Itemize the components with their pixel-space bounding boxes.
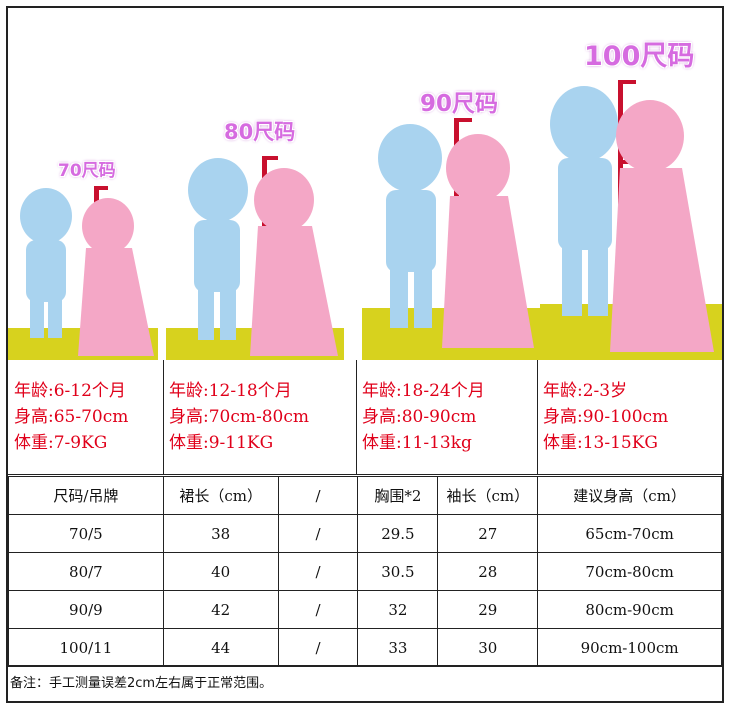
table-cell: 33 xyxy=(357,628,439,667)
measurement-note: 备注：手工测量误差2cm左右属于正常范围。 xyxy=(10,676,273,691)
table-row: 80/7 40 / 30.5 28 70cm-80cm xyxy=(8,552,722,591)
table-cell: 100/11 xyxy=(8,628,164,667)
age-text: 年龄:6-12个月 xyxy=(14,381,126,401)
table-cell: 70/5 xyxy=(8,514,164,553)
girl-silhouette xyxy=(442,134,534,348)
info-cell-70: 年龄:6-12个月 身高:65-70cm 体重:7-9KG xyxy=(8,360,163,474)
table-row: 90/9 42 / 32 29 80cm-90cm xyxy=(8,590,722,629)
age-text: 年龄:18-24个月 xyxy=(362,381,485,401)
size-label-80: 80尺码 xyxy=(224,120,296,144)
height-text: 身高:80-90cm xyxy=(362,407,477,427)
header-size-tag: 尺码/吊牌 xyxy=(8,476,164,515)
header-slash: / xyxy=(277,476,359,515)
table-cell: 30.5 xyxy=(357,552,439,591)
boy-silhouette xyxy=(550,86,618,316)
table-cell: 38 xyxy=(162,514,279,553)
weight-text: 体重:11-13kg xyxy=(362,433,472,453)
size-label-90: 90尺码 xyxy=(420,91,499,117)
table-cell: 42 xyxy=(162,590,279,629)
info-divider xyxy=(537,360,538,474)
table-row: 100/11 44 / 33 30 90cm-100cm xyxy=(8,628,722,667)
weight-text: 体重:7-9KG xyxy=(14,433,108,453)
table-cell: 30 xyxy=(437,628,539,667)
height-text: 身高:65-70cm xyxy=(14,407,129,427)
boy-silhouette xyxy=(20,188,72,338)
boy-silhouette xyxy=(188,158,248,340)
table-cell: 29.5 xyxy=(357,514,439,553)
illustration-strip: 70尺码 80尺码 xyxy=(8,8,722,360)
header-skirt-length: 裙长（cm） xyxy=(162,476,279,515)
age-height-weight-row: 年龄:6-12个月 身高:65-70cm 体重:7-9KG 年龄:12-18个月… xyxy=(8,360,722,474)
weight-text: 体重:9-11KG xyxy=(169,433,274,453)
age-text: 年龄:12-18个月 xyxy=(169,381,292,401)
panel-90-illustration: 90尺码 xyxy=(362,8,540,360)
table-cell: 40 xyxy=(162,552,279,591)
weight-text: 体重:13-15KG xyxy=(543,433,659,453)
age-text: 年龄:2-3岁 xyxy=(543,381,628,401)
table-cell: / xyxy=(277,590,359,629)
header-chest: 胸围*2 xyxy=(357,476,439,515)
panel-70-illustration: 70尺码 xyxy=(8,8,158,360)
table-cell: 80cm-90cm xyxy=(537,590,722,629)
table-cell: 90/9 xyxy=(8,590,164,629)
boy-silhouette xyxy=(378,124,442,328)
table-header-row: 尺码/吊牌 裙长（cm） / 胸围*2 袖长（cm） 建议身高（cm） xyxy=(8,476,722,515)
table-row: 70/5 38 / 29.5 27 65cm-70cm xyxy=(8,514,722,553)
header-sleeve-length: 袖长（cm） xyxy=(437,476,539,515)
girl-silhouette xyxy=(610,100,714,352)
table-cell: 90cm-100cm xyxy=(537,628,722,667)
size-chart-frame xyxy=(6,6,724,703)
table-cell: 80/7 xyxy=(8,552,164,591)
table-cell: 70cm-80cm xyxy=(537,552,722,591)
height-text: 身高:70cm-80cm xyxy=(169,407,310,427)
table-cell: 32 xyxy=(357,590,439,629)
panel-80-illustration: 80尺码 xyxy=(166,8,344,360)
table-cell: 44 xyxy=(162,628,279,667)
table-cell: 65cm-70cm xyxy=(537,514,722,553)
info-cell-100: 年龄:2-3岁 身高:90-100cm 体重:13-15KG xyxy=(537,360,722,474)
note-divider xyxy=(8,665,722,666)
table-cell: / xyxy=(277,628,359,667)
girl-silhouette xyxy=(250,168,338,356)
size-table: 尺码/吊牌 裙长（cm） / 胸围*2 袖长（cm） 建议身高（cm） 70/5… xyxy=(8,476,722,667)
panel-100-illustration: 100尺码 xyxy=(540,8,722,360)
info-divider xyxy=(356,360,357,474)
info-cell-80: 年龄:12-18个月 身高:70cm-80cm 体重:9-11KG xyxy=(163,360,356,474)
info-divider xyxy=(163,360,164,474)
table-cell: 28 xyxy=(437,552,539,591)
table-cell: 29 xyxy=(437,590,539,629)
size-label-100: 100尺码 xyxy=(584,41,695,72)
info-cell-90: 年龄:18-24个月 身高:80-90cm 体重:11-13kg xyxy=(356,360,537,474)
table-cell: 27 xyxy=(437,514,539,553)
table-cell: / xyxy=(277,552,359,591)
girl-silhouette xyxy=(78,198,154,356)
table-cell: / xyxy=(277,514,359,553)
header-suggested-height: 建议身高（cm） xyxy=(537,476,722,515)
height-text: 身高:90-100cm xyxy=(543,407,669,427)
info-bottom-divider xyxy=(8,474,722,475)
size-label-70: 70尺码 xyxy=(58,161,116,181)
